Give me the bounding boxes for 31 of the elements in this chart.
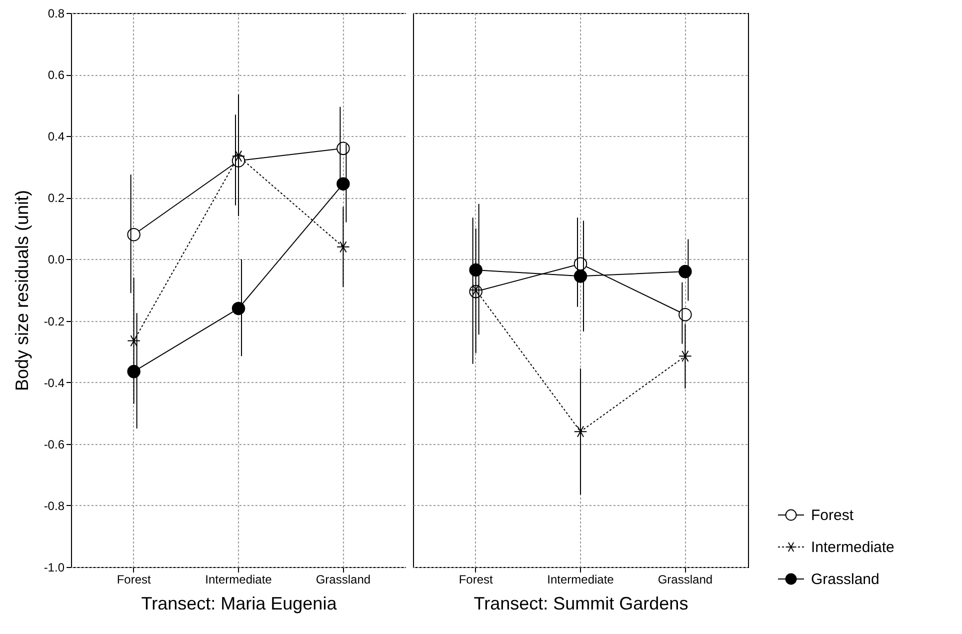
point	[232, 150, 246, 162]
y-tick-label: 0.6	[48, 68, 65, 82]
y-tick-label: 0.2	[48, 191, 65, 206]
x-tick-label: Intermediate	[205, 572, 272, 586]
point	[678, 308, 692, 322]
point	[574, 426, 588, 438]
point	[678, 264, 692, 278]
x-tick-label: Grassland	[658, 572, 713, 586]
x-tick-label: Forest	[116, 572, 152, 586]
y-tick-label: -0.4	[44, 376, 65, 390]
point	[469, 284, 482, 296]
y-tick-label: -0.8	[44, 498, 65, 513]
point	[678, 350, 692, 362]
legend-label: Forest	[811, 507, 854, 524]
y-tick-label: 0.4	[48, 130, 65, 144]
x-tick-label: Intermediate	[547, 572, 614, 586]
x-tick-label: Forest	[458, 572, 494, 586]
point	[336, 241, 350, 253]
point	[232, 302, 246, 316]
y-tick-label: -1.0	[44, 560, 65, 574]
x-axis-title: Transect: Summit Gardens	[474, 594, 688, 614]
x-tick-label: Grassland	[316, 572, 371, 586]
y-tick-label: -0.6	[44, 437, 65, 452]
point	[127, 228, 140, 242]
y-tick-label: 0.0	[48, 252, 65, 267]
y-axis-title: Body size residuals (unit)	[12, 190, 32, 392]
x-axis-title: Transect: Maria Eugenia	[141, 594, 338, 614]
legend-label: Intermediate	[811, 539, 894, 556]
y-tick-label: -0.2	[44, 314, 65, 328]
point	[127, 334, 140, 347]
y-tick-label: 0.8	[48, 6, 65, 20]
